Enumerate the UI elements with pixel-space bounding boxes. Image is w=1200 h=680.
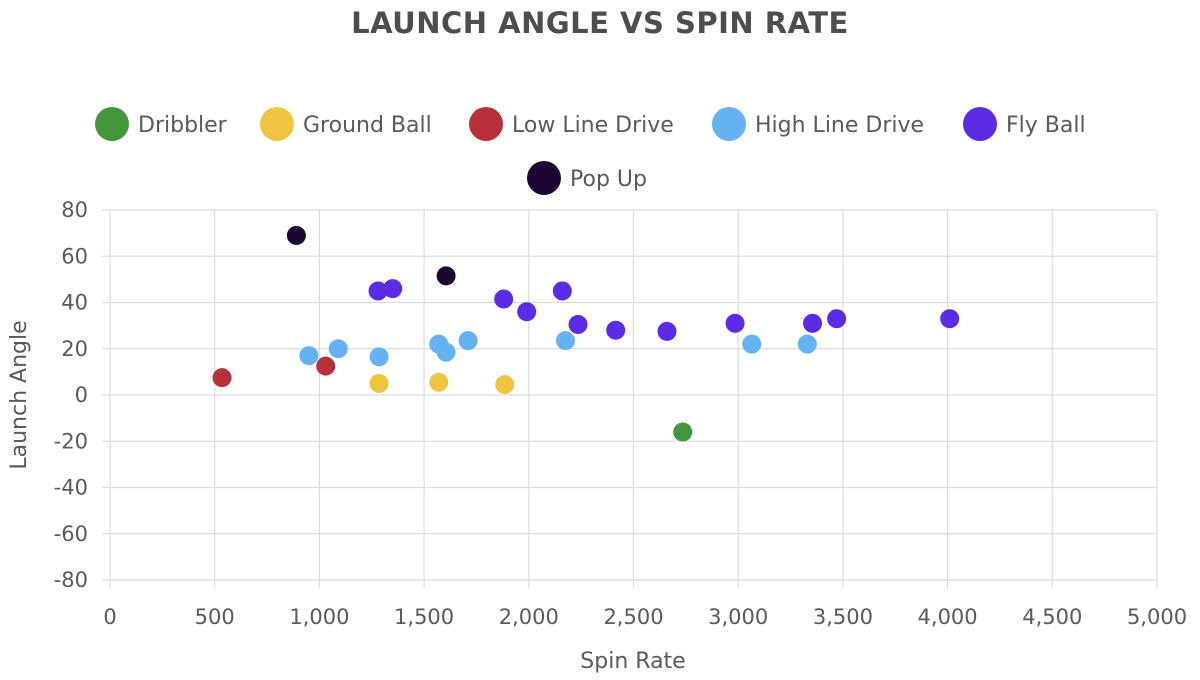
data-point[interactable] bbox=[368, 281, 388, 301]
data-point[interactable] bbox=[803, 313, 823, 333]
x-tick-label: 0 bbox=[103, 605, 116, 629]
x-tick-label: 3,500 bbox=[813, 605, 873, 629]
legend-marker bbox=[469, 107, 503, 141]
legend-item[interactable]: Fly Ball bbox=[963, 107, 1086, 141]
grid bbox=[102, 209, 1158, 588]
data-point[interactable] bbox=[299, 346, 319, 366]
legend-label: Pop Up bbox=[570, 167, 647, 192]
data-point[interactable] bbox=[552, 281, 572, 301]
legend-marker bbox=[95, 107, 129, 141]
data-point[interactable] bbox=[458, 331, 478, 351]
legend-item[interactable]: Ground Ball bbox=[260, 107, 432, 141]
data-point[interactable] bbox=[797, 334, 817, 354]
data-point[interactable] bbox=[827, 309, 847, 329]
y-tick-label: -20 bbox=[54, 429, 88, 453]
data-point[interactable] bbox=[383, 279, 403, 299]
data-point[interactable] bbox=[555, 331, 575, 351]
data-point[interactable] bbox=[316, 356, 336, 376]
x-axis-title: Spin Rate bbox=[580, 649, 685, 674]
data-point[interactable] bbox=[673, 422, 693, 442]
x-tick-label: 2,000 bbox=[499, 605, 559, 629]
data-point[interactable] bbox=[212, 368, 232, 388]
x-tick-label: 1,000 bbox=[289, 605, 349, 629]
axes: 0 500 1,000 1,500 2,000 2,500 3,000 3,500 4,000 4… bbox=[54, 198, 1187, 629]
legend-label: Dribbler bbox=[138, 113, 228, 138]
legend-label: High Line Drive bbox=[755, 113, 924, 138]
y-tick-label: -80 bbox=[54, 568, 88, 592]
legend-marker bbox=[527, 161, 561, 195]
data-point[interactable] bbox=[742, 334, 762, 354]
legend-marker bbox=[260, 107, 294, 141]
legend-item[interactable]: Low Line Drive bbox=[469, 107, 674, 141]
legend-item[interactable]: Pop Up bbox=[527, 161, 647, 195]
y-tick-label: -40 bbox=[54, 476, 88, 500]
data-point[interactable] bbox=[494, 289, 514, 309]
legend-label: Ground Ball bbox=[303, 113, 432, 138]
y-tick-label: 20 bbox=[61, 337, 88, 361]
data-point[interactable] bbox=[606, 320, 626, 340]
data-point[interactable] bbox=[328, 339, 348, 359]
x-tick-label: 2,500 bbox=[603, 605, 663, 629]
chart-title: LAUNCH ANGLE VS SPIN RATE bbox=[351, 6, 849, 40]
x-tick-label: 4,500 bbox=[1022, 605, 1082, 629]
legend-marker bbox=[963, 107, 997, 141]
data-point[interactable] bbox=[429, 372, 449, 392]
x-tick-label: 500 bbox=[195, 605, 235, 629]
data-point[interactable] bbox=[495, 375, 515, 395]
y-tick-label: 80 bbox=[61, 198, 88, 222]
legend-label: Fly Ball bbox=[1006, 113, 1086, 138]
legend[interactable]: Dribbler Ground Ball Low Line Drive High Li… bbox=[95, 107, 1086, 195]
y-tick-label: 40 bbox=[61, 291, 88, 315]
y-tick-label: 60 bbox=[61, 244, 88, 268]
y-tick-label: -60 bbox=[54, 522, 88, 546]
data-point[interactable] bbox=[369, 347, 389, 367]
data-point[interactable] bbox=[940, 309, 960, 329]
data-point[interactable] bbox=[436, 342, 456, 362]
x-tick-label: 3,000 bbox=[708, 605, 768, 629]
y-axis-title: Launch Angle bbox=[7, 320, 32, 469]
x-tick-label: 1,500 bbox=[394, 605, 454, 629]
legend-item[interactable]: Dribbler bbox=[95, 107, 228, 141]
data-point[interactable] bbox=[725, 313, 745, 333]
y-tick-label: 0 bbox=[75, 383, 88, 407]
legend-item[interactable]: High Line Drive bbox=[712, 107, 924, 141]
data-point[interactable] bbox=[657, 321, 677, 341]
legend-label: Low Line Drive bbox=[512, 113, 674, 138]
data-points bbox=[212, 225, 960, 442]
legend-marker bbox=[712, 107, 746, 141]
data-point[interactable] bbox=[369, 373, 389, 393]
x-tick-label: 4,000 bbox=[918, 605, 978, 629]
data-point[interactable] bbox=[517, 302, 537, 322]
data-point[interactable] bbox=[568, 314, 588, 334]
data-point[interactable] bbox=[436, 266, 456, 286]
data-point[interactable] bbox=[286, 225, 306, 245]
x-tick-label: 5,000 bbox=[1127, 605, 1187, 629]
